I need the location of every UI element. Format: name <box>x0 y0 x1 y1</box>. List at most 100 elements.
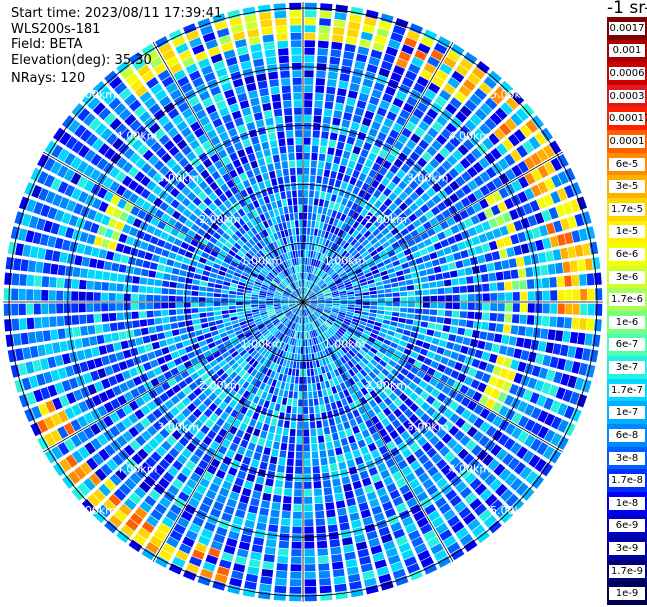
beta-cell <box>307 212 312 220</box>
beta-cell <box>317 252 322 260</box>
beta-cell <box>218 203 227 213</box>
beta-cell <box>235 329 243 336</box>
beta-cell <box>392 292 400 297</box>
beta-cell <box>318 570 331 579</box>
beta-cell <box>86 291 94 301</box>
beta-cell <box>92 80 107 94</box>
beta-cell <box>395 270 404 277</box>
beta-cell <box>579 274 587 286</box>
beta-cell <box>298 399 303 407</box>
beta-cell <box>37 247 47 260</box>
beta-cell <box>155 446 167 457</box>
beta-cell <box>278 207 284 215</box>
beta-cell <box>154 385 165 395</box>
beta-cell <box>135 258 144 267</box>
beta-cell <box>451 318 459 326</box>
beta-cell <box>323 200 330 208</box>
beta-cell <box>457 353 467 363</box>
beta-cell <box>241 107 252 117</box>
beta-cell <box>88 118 102 131</box>
beta-cell <box>367 319 375 325</box>
beta-cell <box>340 213 347 222</box>
beta-cell <box>443 246 452 255</box>
beta-cell <box>266 244 273 252</box>
beta-cell <box>163 323 171 331</box>
beta-cell <box>176 204 186 214</box>
beta-cell <box>173 523 186 535</box>
beta-cell <box>32 359 42 372</box>
beta-cell <box>303 331 305 339</box>
beta-cell <box>370 298 378 302</box>
beta-cell <box>562 331 571 343</box>
beta-cell <box>253 483 263 492</box>
beta-cell <box>403 556 418 567</box>
beta-cell <box>187 245 196 253</box>
beta-cell <box>338 204 345 213</box>
beta-cell <box>429 435 440 446</box>
beta-cell <box>364 110 375 120</box>
beta-cell <box>437 231 446 241</box>
beta-cell <box>334 416 342 425</box>
beta-cell <box>346 183 354 193</box>
beta-cell <box>409 569 424 581</box>
beta-cell <box>35 261 44 273</box>
beta-cell <box>131 303 139 310</box>
beta-cell <box>364 159 374 168</box>
beta-cell <box>413 277 421 284</box>
beta-cell <box>368 283 376 288</box>
beta-cell <box>504 168 516 181</box>
beta-cell <box>485 425 497 438</box>
beta-cell <box>298 302 303 308</box>
beta-cell <box>571 274 580 287</box>
beta-cell <box>169 503 182 515</box>
beta-cell <box>277 465 285 473</box>
beta-cell <box>232 159 242 168</box>
beta-cell <box>283 206 289 214</box>
beta-cell <box>250 43 262 53</box>
beta-cell <box>356 214 364 223</box>
beta-cell <box>444 451 456 463</box>
beta-cell <box>378 347 387 355</box>
beta-cell <box>413 320 421 327</box>
beta-cell <box>94 381 104 392</box>
beta-cell <box>306 280 309 288</box>
beta-cell <box>234 366 243 374</box>
beta-cell <box>324 322 331 328</box>
beta-cell <box>372 343 381 351</box>
beta-cell <box>191 302 199 308</box>
beta-cell <box>455 417 466 429</box>
beta-cell <box>490 303 498 311</box>
beta-cell <box>270 250 277 258</box>
beta-cell <box>459 486 472 499</box>
beta-cell <box>393 197 403 206</box>
beta-cell <box>437 363 446 373</box>
beta-cell <box>223 386 232 395</box>
beta-cell <box>270 370 276 379</box>
beta-cell <box>331 41 343 50</box>
beta-cell <box>484 97 498 110</box>
beta-cell <box>71 450 84 464</box>
beta-cell <box>321 358 327 366</box>
beta-cell <box>426 245 436 253</box>
beta-cell <box>300 339 303 347</box>
beta-cell <box>332 308 340 312</box>
beta-cell <box>574 377 585 391</box>
beta-cell <box>544 161 556 175</box>
beta-cell <box>331 470 340 479</box>
beta-cell <box>273 297 281 300</box>
beta-cell <box>96 158 109 171</box>
beta-cell <box>182 419 192 429</box>
beta-cell <box>429 316 437 323</box>
beta-cell <box>355 363 363 372</box>
beta-cell <box>414 308 423 314</box>
beta-cell <box>134 105 147 118</box>
beta-cell <box>515 206 526 218</box>
beta-cell <box>544 413 556 427</box>
beta-cell <box>151 254 161 263</box>
beta-cell <box>368 399 377 408</box>
beta-cell <box>314 100 323 109</box>
beta-cell <box>317 302 325 305</box>
beta-cell <box>256 73 267 82</box>
beta-cell <box>297 414 303 422</box>
beta-cell <box>77 176 88 189</box>
